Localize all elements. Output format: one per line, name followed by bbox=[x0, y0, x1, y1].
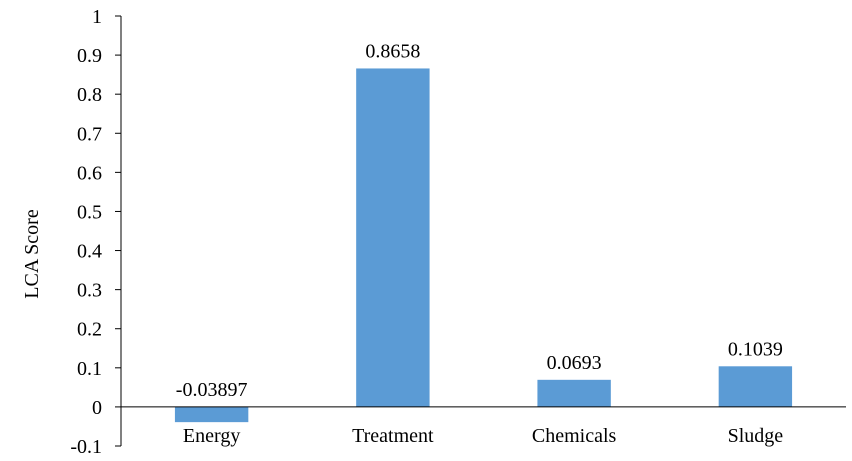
y-tick-label: 0.1 bbox=[77, 358, 102, 380]
y-tick-label: 0 bbox=[92, 397, 102, 419]
bars bbox=[174, 68, 793, 423]
y-tick-label: 0.8 bbox=[77, 84, 102, 106]
bar-treatment bbox=[356, 68, 430, 407]
y-tick-label: 0.5 bbox=[77, 201, 102, 223]
bar-energy bbox=[174, 406, 249, 423]
category-label: Energy bbox=[183, 425, 240, 447]
y-tick-label: 0.4 bbox=[77, 241, 102, 263]
y-axis-label: LCA Score bbox=[21, 209, 43, 299]
data-label: 0.8658 bbox=[365, 40, 420, 62]
y-tick-label: 0.9 bbox=[77, 45, 102, 67]
y-tick-label: 0.2 bbox=[77, 319, 102, 341]
category-label: Treatment bbox=[352, 425, 434, 447]
bar-sludge bbox=[718, 366, 793, 407]
data-label: -0.03897 bbox=[176, 379, 248, 401]
y-tick-label: 0.7 bbox=[77, 123, 102, 145]
y-tick-labels: -0.1 0 0.1 0.2 0.3 0.4 0.5 0.6 0.7 0.8 0.9 1 bbox=[70, 6, 121, 458]
y-tick-label: 0.6 bbox=[77, 162, 102, 184]
category-labels: Energy Treatment Chemicals Sludge bbox=[183, 425, 783, 447]
bar-chemicals bbox=[537, 379, 611, 407]
data-labels: -0.03897 0.8658 0.0693 0.1039 bbox=[176, 40, 783, 400]
data-label: 0.0693 bbox=[547, 352, 602, 374]
y-tick-label: -0.1 bbox=[70, 436, 102, 456]
category-label: Chemicals bbox=[532, 425, 617, 447]
y-tick-label: 0.3 bbox=[77, 280, 102, 302]
data-label: 0.1039 bbox=[728, 338, 783, 360]
y-tick-label: 1 bbox=[92, 6, 102, 28]
axes bbox=[120, 16, 846, 446]
category-label: Sludge bbox=[728, 425, 784, 447]
